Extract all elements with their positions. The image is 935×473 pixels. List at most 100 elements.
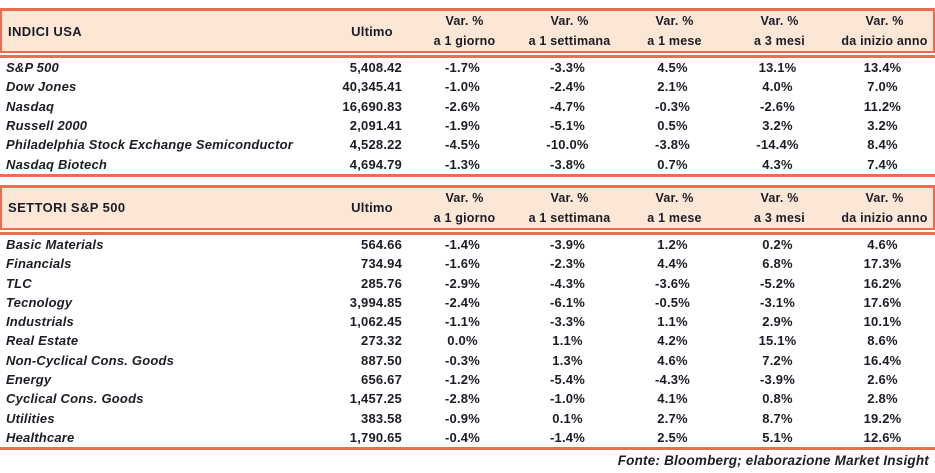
var-value: -3.8% (550, 156, 585, 172)
var-value: -3.8% (655, 137, 690, 153)
table-title: INDICI USA (8, 23, 83, 39)
var-value: 4.3% (762, 156, 793, 172)
var-value: 13.4% (863, 60, 902, 76)
var-value: -2.4% (550, 79, 585, 95)
var-value: 0.1% (552, 410, 583, 426)
var-value: -10.0% (546, 137, 589, 153)
var-value: 13.1% (758, 60, 797, 76)
var-value: -0.5% (655, 294, 690, 310)
ultimo-value: 656.67 (361, 372, 402, 387)
var-value: -2.8% (445, 391, 480, 407)
ultimo-value: 564.66 (361, 236, 402, 252)
row-name: Nasdaq (6, 98, 55, 114)
col-var-1w-header: Var. % a 1 settimana (517, 188, 622, 228)
var-value: -2.9% (445, 275, 480, 291)
ultimo-value: 40,345.41 (342, 79, 402, 95)
var-sub-label: da inizio anno (841, 34, 928, 48)
var-value: 0.7% (657, 156, 688, 172)
table-row: Tecnology 3,994.85 -2.4% -6.1% -0.5% -3.… (0, 293, 935, 312)
var-value: -3.3% (550, 314, 585, 330)
var-value: 4.0% (762, 79, 793, 95)
row-name: S&P 500 (6, 60, 59, 76)
var-top-label: Var. % (865, 190, 904, 205)
var-value: -1.4% (445, 236, 480, 252)
var-value: -3.9% (760, 372, 795, 387)
var-value: 7.2% (762, 352, 793, 368)
ultimo-value: 1,457.25 (349, 391, 402, 407)
table-row: Industrials 1,062.45 -1.1% -3.3% 1.1% 2.… (0, 312, 935, 331)
var-value: -5.4% (550, 372, 585, 387)
table-row: Basic Materials 564.66 -1.4% -3.9% 1.2% … (0, 235, 935, 254)
ultimo-value: 734.94 (361, 256, 402, 272)
var-value: 2.8% (867, 391, 898, 407)
var-sub-label: a 1 giorno (433, 210, 496, 225)
row-name: Financials (6, 256, 72, 272)
var-value: -1.2% (445, 372, 480, 387)
ultimo-value: 285.76 (361, 275, 402, 291)
var-top-label: Var. % (445, 14, 484, 28)
row-name: Cyclical Cons. Goods (6, 391, 144, 407)
col-ultimo-header: Ultimo (351, 200, 393, 216)
row-name: Nasdaq Biotech (6, 156, 108, 172)
var-value: 11.2% (863, 98, 902, 114)
ultimo-value: 3,994.85 (349, 294, 402, 310)
table-row: Non-Cyclical Cons. Goods 887.50 -0.3% 1.… (0, 351, 935, 370)
var-top-label: Var. % (445, 190, 484, 205)
divider-gap (0, 229, 935, 232)
row-name: Non-Cyclical Cons. Goods (6, 352, 175, 368)
table-row: Energy 656.67 -1.2% -5.4% -4.3% -3.9% 2.… (0, 370, 935, 389)
var-sub-label: a 1 settimana (528, 34, 611, 48)
var-value: 3.2% (762, 118, 793, 134)
col-var-ytd-header: Var. % da inizio anno (832, 188, 935, 228)
ultimo-value: 4,528.22 (349, 137, 402, 153)
table-row: S&P 500 5,408.42 -1.7% -3.3% 4.5% 13.1% … (0, 58, 935, 77)
var-value: 6.8% (762, 256, 793, 272)
var-value: -5.2% (760, 275, 795, 291)
var-value: -3.9% (550, 236, 585, 252)
divider-gap (0, 53, 935, 55)
table-row: Dow Jones 40,345.41 -1.0% -2.4% 2.1% 4.0… (0, 77, 935, 96)
row-name: Basic Materials (6, 236, 104, 252)
col-var-1d-header: Var. % a 1 giorno (412, 188, 517, 228)
var-value: -1.7% (445, 60, 480, 76)
var-value: 15.1% (758, 333, 797, 349)
var-value: 1.1% (657, 314, 688, 330)
row-name: Tecnology (6, 294, 73, 310)
table-row: Healthcare 1,790.65 -0.4% -1.4% 2.5% 5.1… (0, 428, 935, 447)
var-top-label: Var. % (760, 14, 799, 28)
indici-usa-table: INDICI USA Ultimo Var. % a 1 giorno Var.… (0, 8, 935, 177)
row-name: TLC (6, 275, 32, 291)
col-var-1d-header: Var. % a 1 giorno (412, 11, 517, 51)
header-underline (0, 55, 935, 58)
row-name: Energy (6, 372, 52, 387)
settori-sp500-table: SETTORI S&P 500 Ultimo Var. % a 1 giorno… (0, 184, 935, 451)
var-sub-label: a 1 settimana (528, 210, 611, 225)
var-value: 19.2% (863, 410, 902, 426)
var-top-label: Var. % (550, 190, 589, 205)
var-value: 8.6% (867, 333, 898, 349)
header-underline (0, 231, 935, 235)
table-bottom-rule (0, 173, 935, 177)
ultimo-value: 5,408.42 (349, 60, 402, 76)
var-value: 4.5% (657, 60, 688, 76)
ultimo-value: 383.58 (361, 410, 402, 426)
var-value: -1.9% (445, 118, 480, 134)
var-value: 17.3% (863, 256, 902, 272)
var-value: 1.2% (657, 236, 688, 252)
var-value: -1.0% (550, 391, 585, 407)
var-value: 1.3% (552, 352, 583, 368)
var-sub-label: a 1 mese (647, 34, 702, 48)
var-sub-label: a 1 giorno (433, 34, 496, 48)
table-title: SETTORI S&P 500 (8, 200, 126, 216)
var-value: -0.9% (445, 410, 480, 426)
ultimo-value: 1,790.65 (349, 429, 402, 445)
var-value: 4.6% (657, 352, 688, 368)
table-row: Utilities 383.58 -0.9% 0.1% 2.7% 8.7% 19… (0, 408, 935, 427)
var-value: 12.6% (863, 429, 902, 445)
var-top-label: Var. % (760, 190, 799, 205)
var-value: 2.7% (657, 410, 688, 426)
col-var-1m-header: Var. % a 1 mese (622, 188, 727, 228)
col-var-3m-header: Var. % a 3 mesi (727, 11, 832, 51)
var-value: 10.1% (863, 314, 902, 330)
